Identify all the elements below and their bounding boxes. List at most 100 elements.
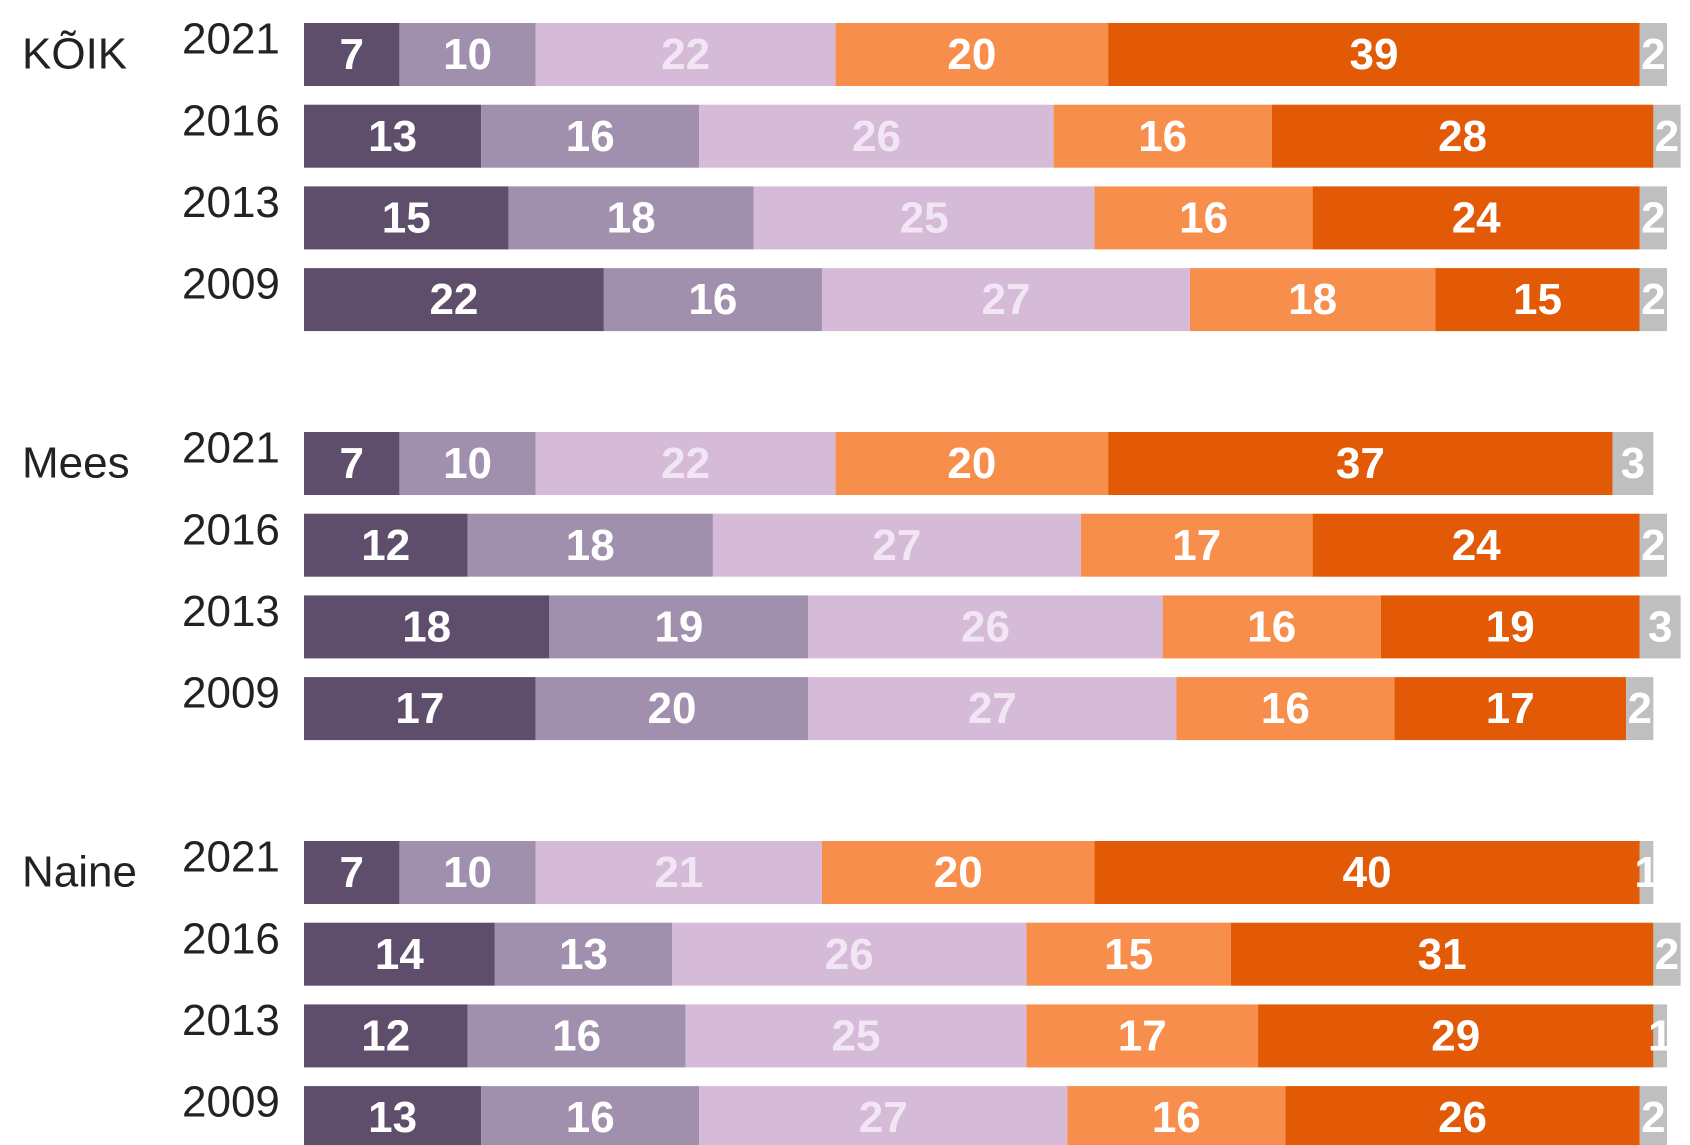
bar-segment — [481, 104, 700, 168]
bar-value-label: 16 — [566, 112, 615, 161]
year-label: 2013 — [182, 996, 280, 1045]
bar-value-label: 14 — [375, 930, 424, 979]
year-label: 2021 — [182, 15, 280, 64]
bar-segment — [1380, 595, 1640, 659]
bar-segment — [1639, 841, 1654, 904]
bar-segment — [508, 186, 754, 250]
bar-segment — [481, 1086, 700, 1145]
bar-value-label: 20 — [947, 439, 996, 488]
year-label: 2016 — [182, 96, 280, 145]
year-label: 2013 — [182, 178, 280, 227]
bar-segment — [821, 841, 1095, 904]
bar-value-label: 22 — [661, 30, 710, 79]
bar-value-label: 1 — [1634, 848, 1658, 897]
bar-segment — [808, 677, 1177, 741]
bar-value-label: 2 — [1655, 112, 1679, 161]
bar-value-label: 27 — [968, 684, 1017, 733]
bar-segment — [399, 432, 536, 495]
bar-value-label: 19 — [1486, 603, 1535, 652]
bar-value-label: 20 — [934, 848, 983, 897]
bar-segment — [1108, 432, 1613, 495]
bar-segment — [1639, 595, 1681, 659]
bar-value-label: 12 — [361, 1012, 410, 1061]
bar-value-label: 16 — [688, 275, 737, 324]
bar-segment — [1053, 104, 1272, 168]
bar-value-label: 22 — [429, 275, 478, 324]
bar-value-label: 24 — [1452, 521, 1501, 570]
bar-value-label: 17 — [1172, 521, 1221, 570]
bar-value-label: 16 — [1261, 684, 1310, 733]
bar-segment — [304, 432, 400, 495]
bar-value-label: 10 — [443, 848, 492, 897]
bar-value-label: 7 — [339, 848, 363, 897]
bar-segment — [1639, 23, 1667, 86]
bar-segment — [753, 186, 1095, 250]
year-label: 2009 — [182, 1078, 280, 1127]
bar-segment — [1108, 23, 1640, 86]
bar-segment — [304, 186, 509, 250]
bar-value-label: 13 — [368, 112, 417, 161]
bar-value-label: 2 — [1641, 1093, 1665, 1142]
bar-segment — [304, 677, 536, 741]
bar-value-label: 12 — [361, 521, 410, 570]
year-label: 2009 — [182, 260, 280, 309]
bar-segment — [304, 1086, 482, 1145]
bar-segment — [1394, 677, 1627, 741]
bar-value-label: 22 — [661, 439, 710, 488]
bar-segment — [467, 1004, 686, 1068]
bar-segment — [685, 1004, 1027, 1068]
bar-value-label: 16 — [566, 1093, 615, 1142]
bar-segment — [1639, 186, 1667, 250]
bar-value-label: 18 — [607, 194, 656, 243]
bar-value-label: 16 — [1247, 603, 1296, 652]
bar-value-label: 18 — [566, 521, 615, 570]
bar-segment — [1026, 1004, 1259, 1068]
bar-value-label: 18 — [1288, 275, 1337, 324]
bar-segment — [1639, 268, 1667, 332]
bar-value-label: 26 — [961, 603, 1010, 652]
bar-segment — [467, 513, 713, 577]
bar-value-label: 25 — [900, 194, 949, 243]
bar-value-label: 19 — [654, 603, 703, 652]
bar-value-label: 18 — [402, 603, 451, 652]
bar-segment — [304, 268, 604, 332]
bar-segment — [1612, 432, 1654, 495]
bar-segment — [699, 1086, 1068, 1145]
bar-value-label: 27 — [872, 521, 921, 570]
bar-segment — [1312, 186, 1640, 250]
bar-value-label: 17 — [1118, 1012, 1167, 1061]
bar-value-label: 21 — [654, 848, 703, 897]
bar-segment — [535, 841, 822, 904]
bar-value-label: 16 — [552, 1012, 601, 1061]
bar-value-label: 2 — [1627, 684, 1651, 733]
bar-segment — [304, 595, 550, 659]
bar-segment — [1285, 1086, 1640, 1145]
bar-value-label: 16 — [1138, 112, 1187, 161]
year-label: 2013 — [182, 587, 280, 636]
bar-value-label: 37 — [1336, 439, 1385, 488]
bar-value-label: 39 — [1349, 30, 1398, 79]
bar-value-label: 1 — [1648, 1012, 1672, 1061]
bar-value-label: 15 — [382, 194, 431, 243]
bar-segment — [835, 23, 1109, 86]
bar-segment — [1176, 677, 1395, 741]
bar-value-label: 26 — [852, 112, 901, 161]
bar-segment — [494, 922, 673, 986]
bar-value-label: 16 — [1152, 1093, 1201, 1142]
bar-value-label: 13 — [368, 1093, 417, 1142]
bar-segment — [535, 432, 836, 495]
group-label: Mees — [22, 439, 130, 488]
bar-value-label: 27 — [981, 275, 1030, 324]
bar-segment — [1653, 922, 1681, 986]
bar-value-label: 7 — [339, 30, 363, 79]
bar-segment — [1639, 513, 1667, 577]
bar-value-label: 20 — [648, 684, 697, 733]
bar-value-label: 15 — [1513, 275, 1562, 324]
bar-value-label: 2 — [1655, 930, 1679, 979]
bar-segment — [1026, 922, 1231, 986]
bar-segment — [1189, 268, 1436, 332]
bar-value-label: 17 — [1486, 684, 1535, 733]
group-label: Naine — [22, 848, 137, 897]
bar-segment — [1094, 186, 1313, 250]
